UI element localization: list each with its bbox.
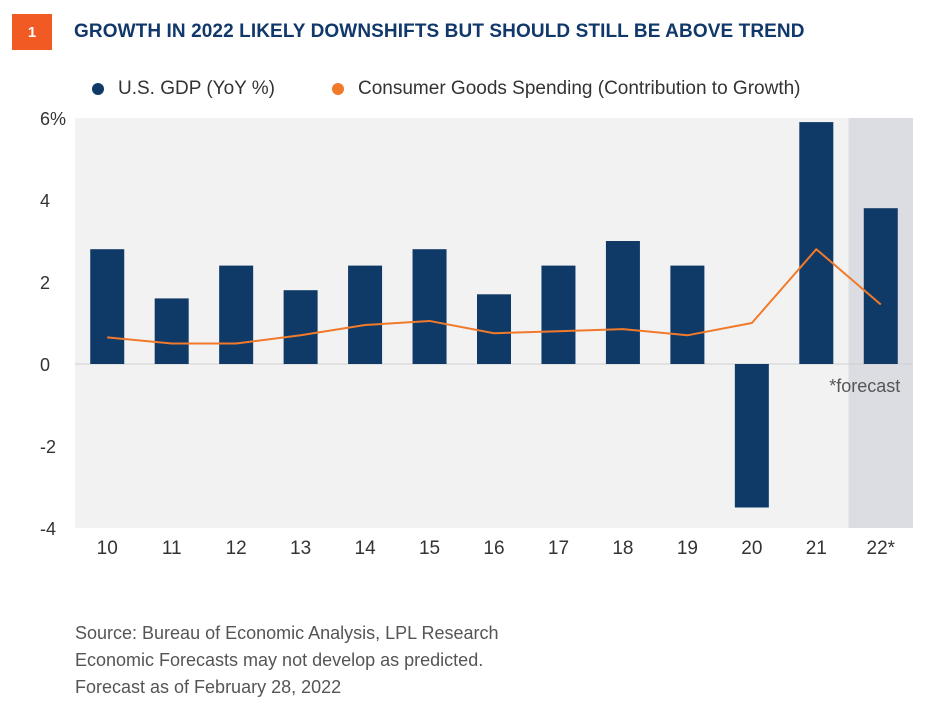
chart-title: GROWTH IN 2022 LIKELY DOWNSHIFTS BUT SHO… — [74, 21, 805, 42]
x-tick-label: 17 — [548, 538, 569, 559]
x-tick-label: 14 — [355, 538, 377, 559]
x-tick-label: 10 — [97, 538, 118, 559]
gdp-bar — [863, 208, 898, 364]
chart-header: 1 GROWTH IN 2022 LIKELY DOWNSHIFTS BUT S… — [12, 14, 912, 50]
y-tick-label: 0 — [40, 355, 50, 375]
y-tick-label: -4 — [40, 519, 56, 539]
gdp-bar — [734, 364, 769, 508]
x-tick-label: 19 — [677, 538, 698, 559]
legend-consumer-label: Consumer Goods Spending (Contribution to… — [358, 78, 801, 99]
gdp-bar — [605, 241, 640, 364]
y-tick-label: 4 — [40, 191, 50, 211]
legend-item-gdp: U.S. GDP (YoY %) — [92, 78, 275, 100]
x-tick-label: 13 — [290, 538, 311, 559]
gdp-bar — [541, 265, 576, 364]
figure-number-badge: 1 — [12, 14, 52, 50]
legend-item-consumer-spending: Consumer Goods Spending (Contribution to… — [332, 78, 801, 100]
y-tick-label: -2 — [40, 437, 56, 457]
source-note: Source: Bureau of Economic Analysis, LPL… — [75, 623, 499, 643]
gdp-bar — [477, 294, 511, 364]
x-tick-label: 18 — [612, 538, 633, 559]
x-tick-label: 21 — [806, 538, 827, 559]
consumer-spending-line — [107, 248, 882, 345]
legend-gdp-swatch — [92, 83, 104, 95]
gdp-bar — [90, 249, 125, 364]
gdp-bar — [799, 122, 834, 364]
footnotes: Source: Bureau of Economic Analysis, LPL… — [75, 620, 499, 701]
chart-legend: U.S. GDP (YoY %) Consumer Goods Spending… — [92, 78, 912, 104]
x-tick-label: 11 — [162, 538, 182, 559]
x-tick-label: 16 — [483, 538, 504, 559]
y-tick-label: 2 — [40, 273, 50, 293]
x-tick-label: 20 — [741, 538, 762, 559]
x-tick-label: 22* — [867, 538, 896, 559]
x-tick-label: 15 — [419, 538, 440, 559]
forecast-disclaimer: Economic Forecasts may not develop as pr… — [75, 650, 484, 670]
gdp-bar — [348, 265, 383, 364]
gdp-bar — [154, 298, 189, 364]
x-tick-label: 12 — [226, 538, 247, 559]
legend-gdp-label: U.S. GDP (YoY %) — [118, 78, 275, 99]
legend-consumer-swatch — [332, 83, 344, 95]
y-tick-label: 6% — [40, 109, 66, 129]
gdp-bar — [670, 265, 705, 364]
gdp-bar — [219, 265, 254, 364]
forecast-annotation: *forecast — [829, 376, 900, 396]
gdp-bar — [283, 290, 318, 364]
gdp-bar — [412, 249, 447, 364]
forecast-date-note: Forecast as of February 28, 2022 — [75, 677, 342, 697]
